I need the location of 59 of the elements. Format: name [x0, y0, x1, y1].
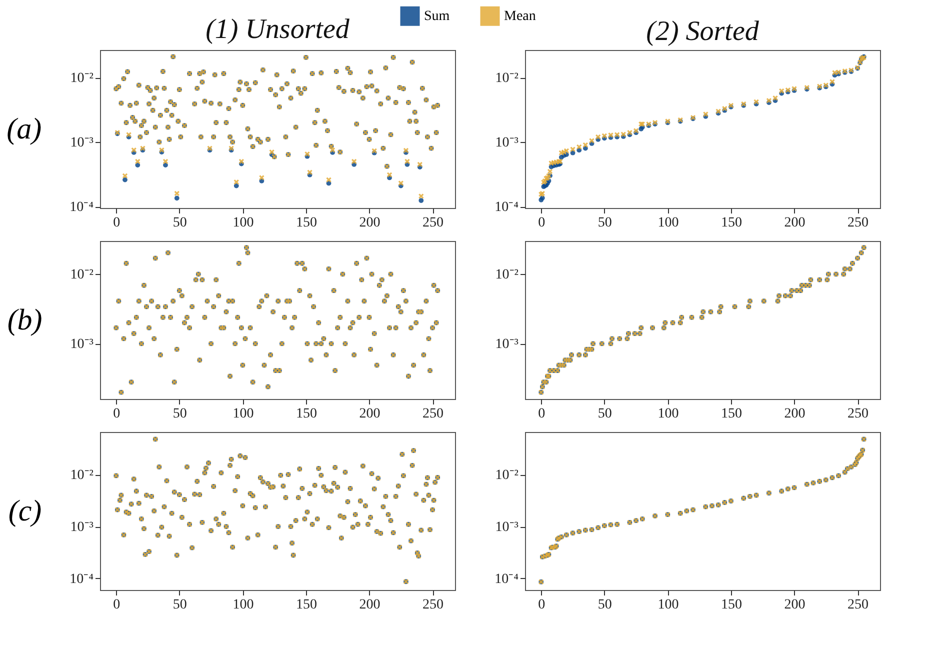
y-tick-label: 10⁻³ — [495, 136, 518, 151]
x-tick-label: 200 — [359, 216, 380, 230]
x-tick-label: 50 — [598, 406, 612, 422]
x-tick-label: 150 — [296, 598, 317, 612]
x-tick-label: 100 — [232, 406, 254, 422]
x-tick-label: 250 — [848, 406, 869, 422]
x-tick-label: 100 — [232, 598, 254, 612]
x-tick-label: 0 — [113, 216, 120, 230]
y-tick-label: 10⁻² — [70, 71, 94, 86]
x-tick-label: 0 — [538, 216, 546, 230]
x-tick-label: 100 — [658, 598, 679, 612]
legend-label: Sum — [424, 9, 450, 24]
x-tick-label: 250 — [848, 598, 869, 612]
x-tick-label: 200 — [359, 406, 380, 422]
x-tick-label: 250 — [422, 406, 444, 422]
y-tick-label: 10⁻⁴ — [70, 200, 94, 216]
y-axis-title: (a) — [6, 112, 42, 146]
x-tick-label: 100 — [658, 216, 679, 230]
y-axis-title: (b) — [7, 304, 42, 336]
x-tick-label: 250 — [422, 216, 444, 230]
y-tick-label: 10⁻³ — [495, 520, 518, 536]
x-tick-label: 150 — [720, 406, 742, 422]
y-tick-label: 10⁻³ — [70, 520, 94, 536]
y-tick-label: 10⁻³ — [495, 337, 518, 352]
y-tick-label: 10⁻⁴ — [494, 572, 519, 587]
x-tick-label: 150 — [296, 216, 317, 230]
x-tick-label: 200 — [784, 216, 806, 230]
x-tick-label: 250 — [422, 598, 444, 612]
x-tick-label: 50 — [172, 598, 187, 612]
x-tick-label: 0 — [538, 406, 546, 422]
y-tick-label: 10⁻³ — [70, 136, 94, 151]
y-tick-label: 10⁻² — [70, 268, 94, 283]
chart-title: (1) Unsorted — [206, 14, 350, 45]
legend-label: Mean — [504, 9, 536, 24]
y-tick-label: 10⁻² — [495, 268, 518, 283]
x-tick-label: 150 — [720, 216, 742, 230]
x-tick-label: 100 — [232, 216, 254, 230]
y-tick-label: 10⁻² — [495, 71, 518, 86]
x-tick-label: 50 — [598, 216, 612, 230]
x-tick-label: 200 — [784, 406, 806, 422]
y-tick-label: 10⁻⁴ — [494, 200, 519, 216]
x-tick-label: 150 — [720, 598, 742, 612]
x-tick-label: 0 — [113, 406, 120, 422]
y-tick-label: 10⁻³ — [70, 337, 94, 352]
y-axis-title: (c) — [8, 494, 42, 528]
x-tick-label: 250 — [848, 216, 869, 230]
x-tick-label: 0 — [538, 598, 546, 612]
y-tick-label: 10⁻² — [495, 468, 518, 484]
x-tick-label: 0 — [113, 598, 120, 612]
x-tick-label: 50 — [172, 406, 187, 422]
x-tick-label: 200 — [784, 598, 806, 612]
x-tick-label: 50 — [598, 598, 612, 612]
x-tick-label: 150 — [296, 406, 317, 422]
y-tick-label: 10⁻⁴ — [70, 572, 94, 587]
x-tick-label: 200 — [359, 598, 380, 612]
x-tick-label: 100 — [658, 406, 679, 422]
y-tick-label: 10⁻² — [70, 468, 94, 484]
chart-title: (2) Sorted — [646, 16, 760, 47]
x-tick-label: 50 — [172, 216, 187, 230]
